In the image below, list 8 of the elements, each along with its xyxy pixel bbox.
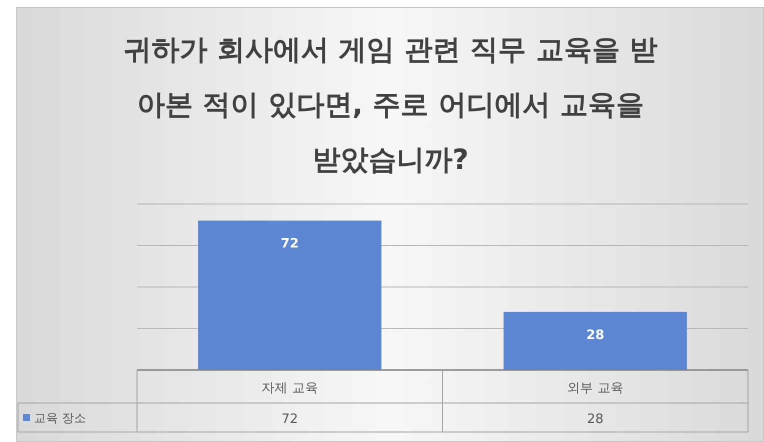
x-tick-label: 자제 교육 (262, 381, 318, 396)
text: 72 (280, 236, 299, 252)
data-label: 72 (281, 412, 298, 427)
legend-label: 교육 장소 (34, 411, 86, 425)
chart-title: 귀하가 회사에서 게임 관련 직무 교육을 받아본 적이 있다면, 주로 어디에서 교육을 받았습니까? (122, 32, 659, 178)
x-tick-label: 외부 교육 (567, 381, 624, 396)
text: 28 (586, 328, 604, 343)
data-label: 28 (586, 412, 604, 427)
